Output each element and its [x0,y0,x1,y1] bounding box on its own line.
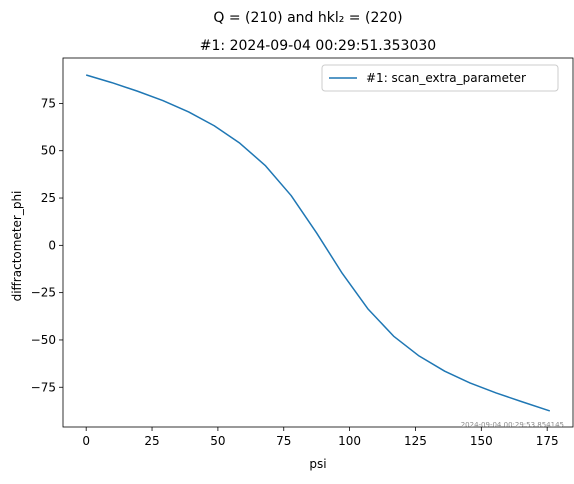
x-axis-label: psi [309,457,326,471]
chart-suptitle: Q = (210) and hkl₂ = (220) [213,10,402,26]
x-tick-label: 75 [276,434,291,448]
legend: #1: scan_extra_parameter [321,64,559,92]
x-tick-label: 125 [404,434,427,448]
x-tick-label: 50 [210,434,225,448]
chart-title: #1: 2024-09-04 00:29:51.353030 [200,38,436,54]
timestamp-watermark: 2024-09-04 00:29:53.854145 [461,421,564,429]
plot-area: 0 25 50 75 100 125 150 175 −75 −50 −25 0 25 50 75 [31,57,574,448]
y-tick-label: −50 [31,333,56,347]
x-tick-label: 0 [82,434,90,448]
y-tick-label: −25 [31,286,56,300]
y-tick-label: 50 [41,144,56,158]
y-tick-label: −75 [31,380,56,394]
y-tick-label: 25 [41,191,56,205]
y-axis-label: diffractometer_phi [10,191,24,302]
legend-entry: #1: scan_extra_parameter [366,71,526,85]
x-tick-label: 25 [144,434,159,448]
x-tick-label: 175 [536,434,559,448]
series-line-0 [85,74,551,412]
legend-box [321,64,559,92]
y-tick-label: 0 [48,238,56,252]
axes-frame [62,57,574,428]
x-tick-label: 150 [470,434,493,448]
y-tick-label: 75 [41,96,56,110]
x-tick-label: 100 [338,434,361,448]
